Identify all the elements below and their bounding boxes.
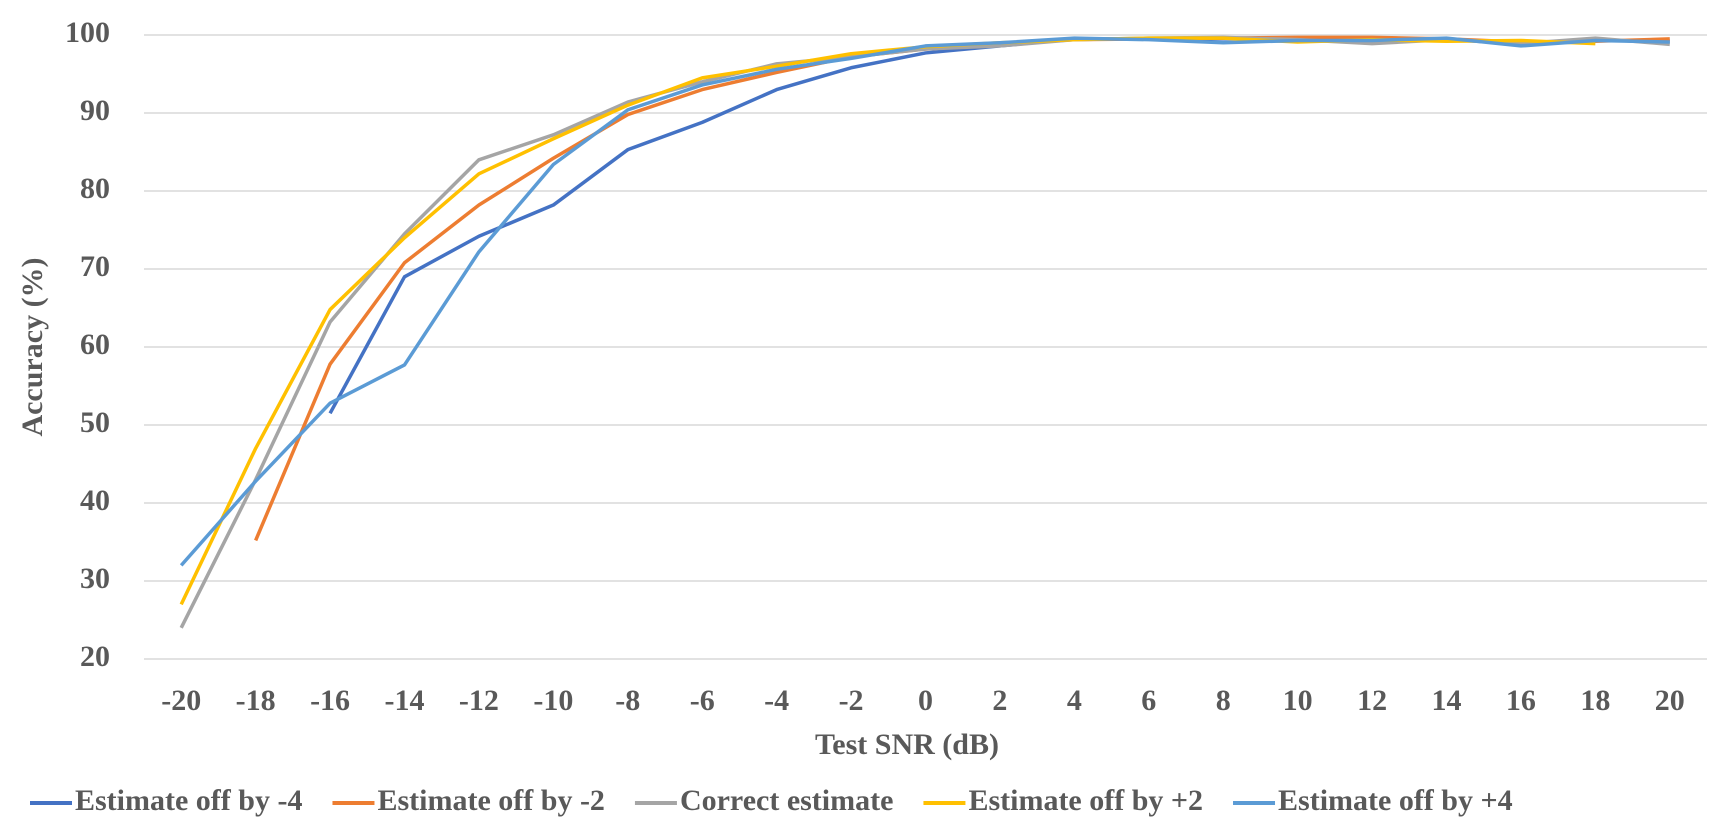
x-tick-label: -12 bbox=[459, 684, 499, 717]
x-tick-label: -14 bbox=[385, 684, 425, 717]
x-tick-label: 20 bbox=[1655, 684, 1685, 717]
x-tick-label: 12 bbox=[1357, 684, 1387, 717]
x-tick-label: -6 bbox=[690, 684, 715, 717]
y-tick-label: 90 bbox=[80, 94, 110, 127]
series-line bbox=[328, 37, 1670, 415]
legend-label: Correct estimate bbox=[680, 784, 894, 817]
y-axis-title: Accuracy (%) bbox=[16, 257, 49, 436]
y-tick-label: 50 bbox=[80, 406, 110, 439]
x-tick-label: 4 bbox=[1067, 684, 1082, 717]
y-tick-label: 100 bbox=[65, 16, 110, 49]
series-line bbox=[179, 36, 1596, 606]
x-tick-label: 10 bbox=[1283, 684, 1313, 717]
series-line bbox=[179, 35, 1670, 629]
x-tick-label: -8 bbox=[615, 684, 640, 717]
y-tick-label: 80 bbox=[80, 172, 110, 205]
x-tick-label: 18 bbox=[1580, 684, 1610, 717]
x-tick-label: 14 bbox=[1432, 684, 1462, 717]
y-tick-label: 70 bbox=[80, 250, 110, 283]
x-tick-label: 8 bbox=[1216, 684, 1231, 717]
x-tick-label: -20 bbox=[161, 684, 201, 717]
x-tick-label: 0 bbox=[918, 684, 933, 717]
y-tick-label: 30 bbox=[80, 562, 110, 595]
legend-label: Estimate off by +4 bbox=[1278, 784, 1513, 817]
x-tick-label: -2 bbox=[839, 684, 864, 717]
x-tick-label: 2 bbox=[992, 684, 1007, 717]
legend-label: Estimate off by -2 bbox=[377, 784, 604, 817]
x-tick-label: -4 bbox=[764, 684, 789, 717]
legend-label: Estimate off by -4 bbox=[75, 784, 302, 817]
x-tick-label: -18 bbox=[236, 684, 276, 717]
x-tick-label: -10 bbox=[533, 684, 573, 717]
x-tick-label: -16 bbox=[310, 684, 350, 717]
x-tick-label: 6 bbox=[1141, 684, 1156, 717]
legend-label: Estimate off by +2 bbox=[968, 784, 1203, 817]
series-line bbox=[179, 36, 1670, 567]
x-tick-label: 16 bbox=[1506, 684, 1536, 717]
y-tick-label: 40 bbox=[80, 484, 110, 517]
y-tick-label: 20 bbox=[80, 640, 110, 673]
x-axis-title: Test SNR (dB) bbox=[815, 728, 999, 761]
y-tick-label: 60 bbox=[80, 328, 110, 361]
